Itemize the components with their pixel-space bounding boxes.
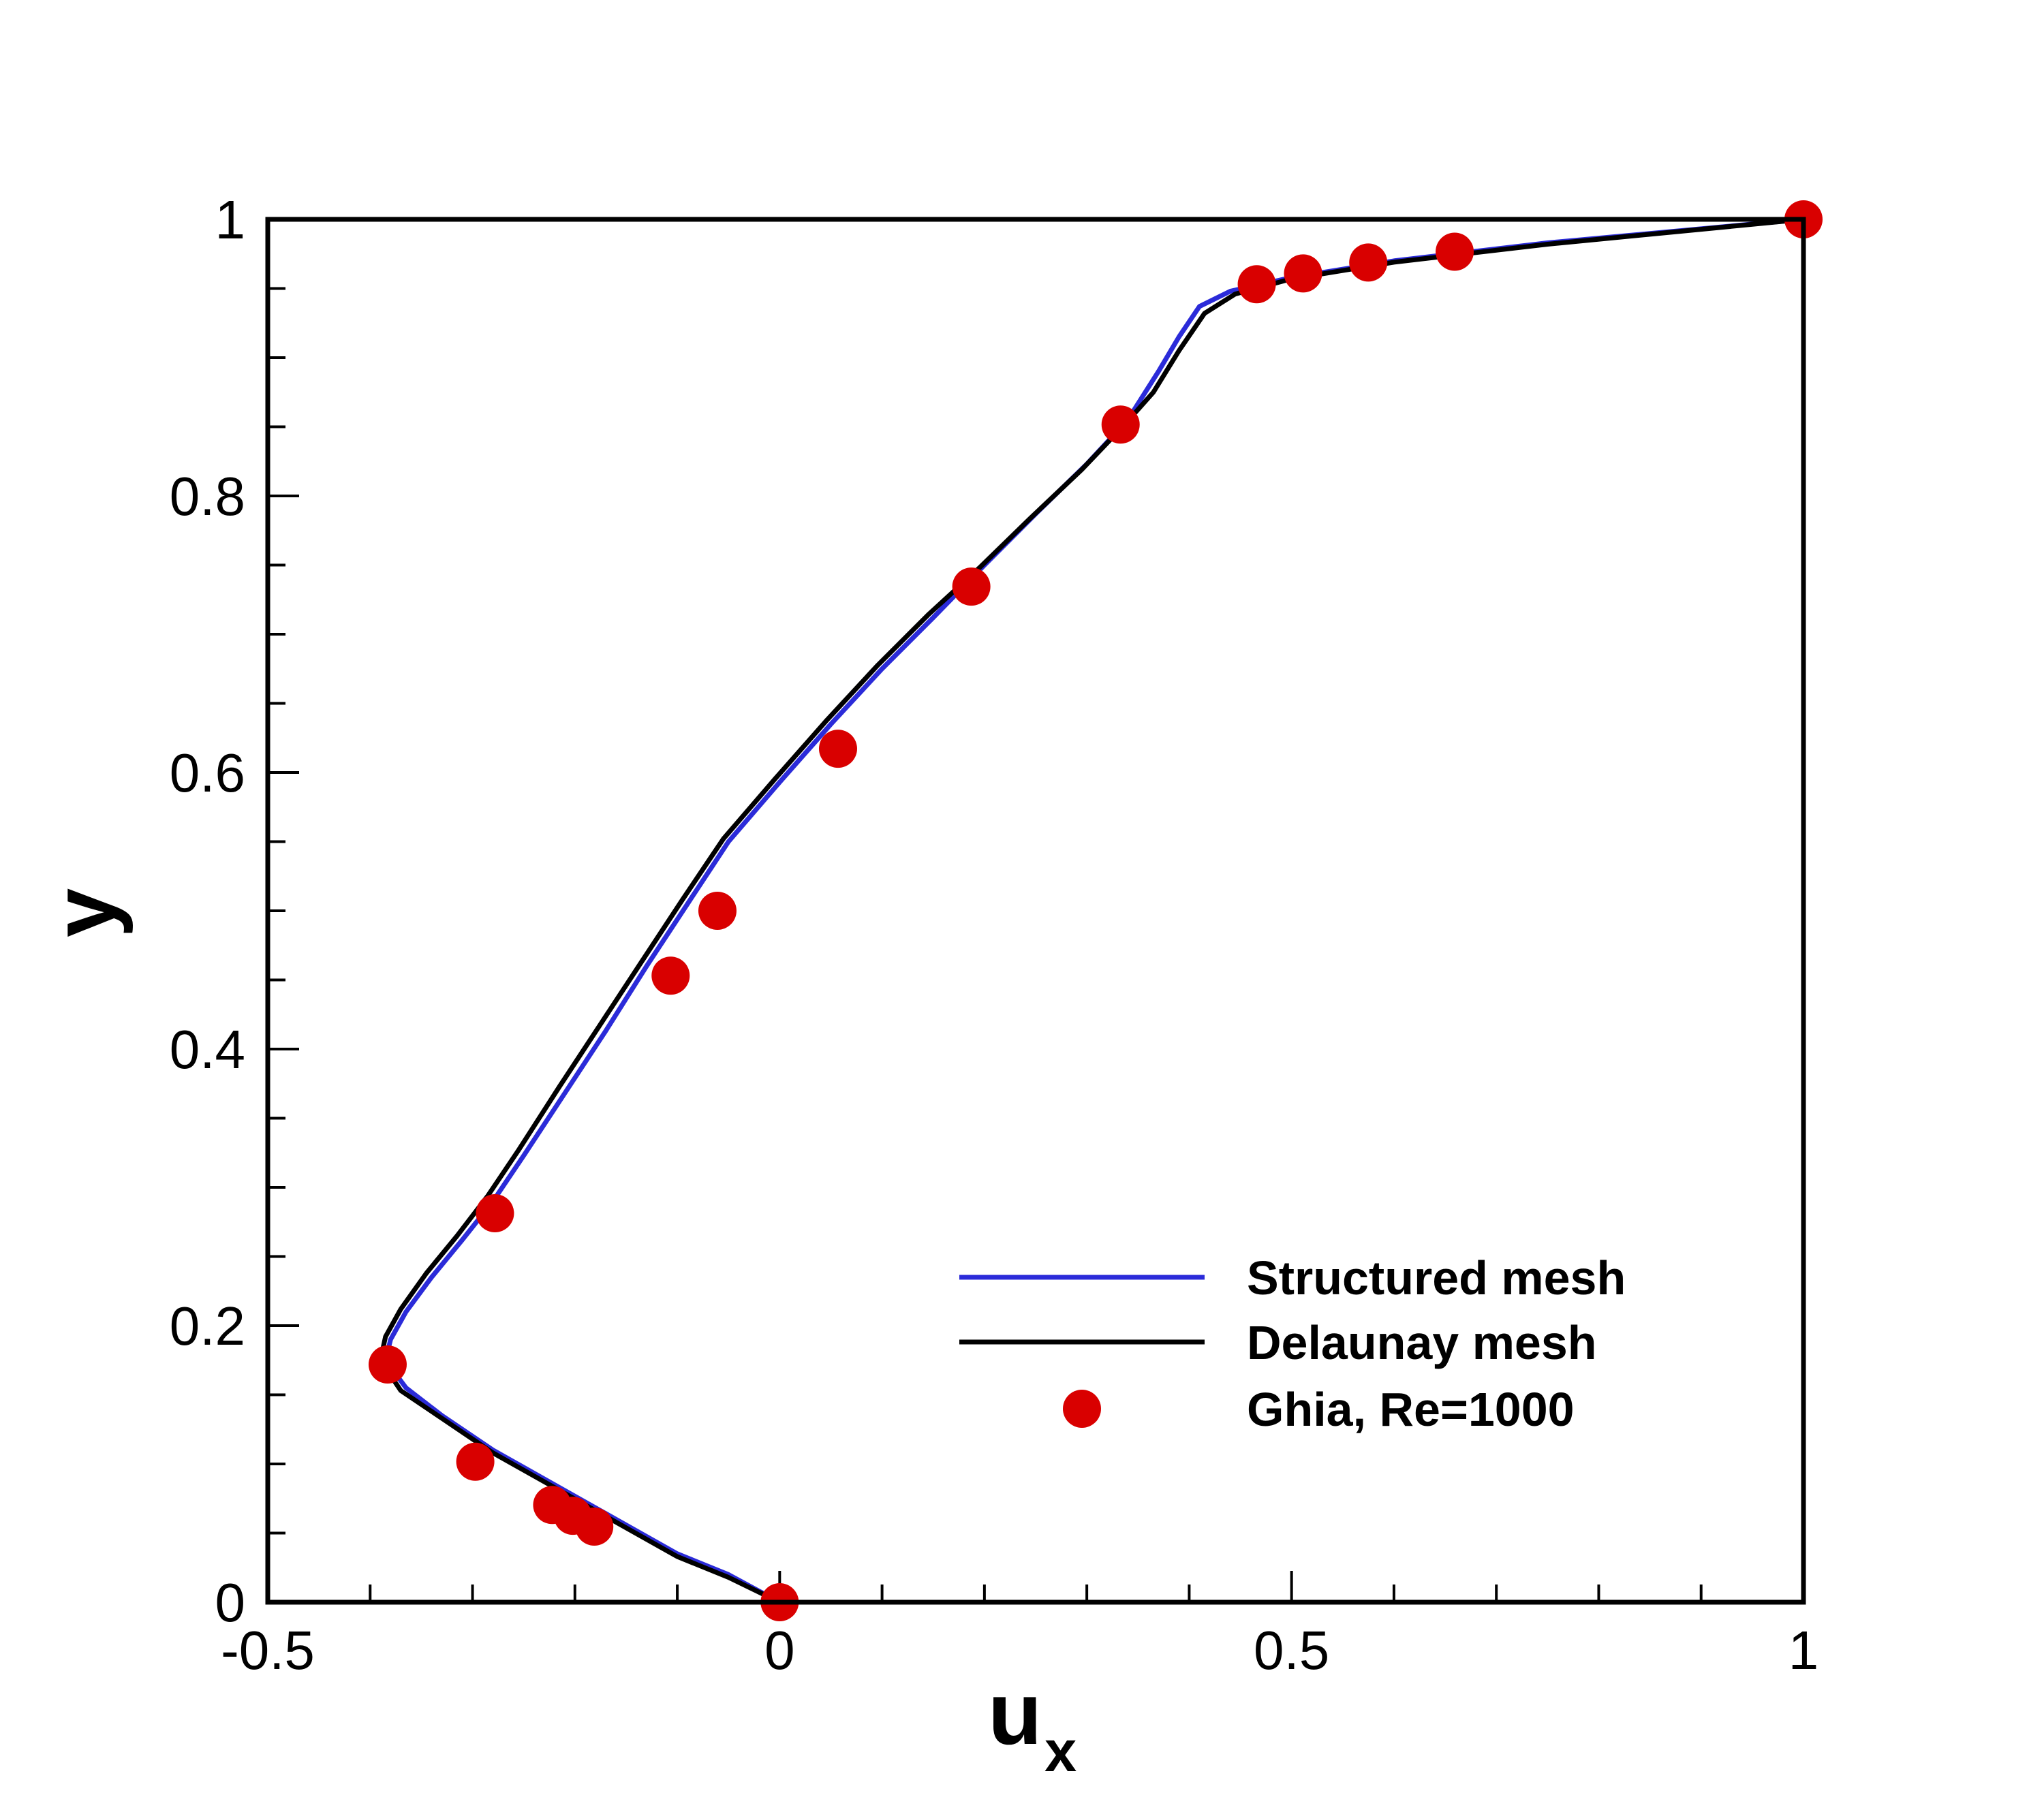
x-tick-label: 1 — [1788, 1620, 1819, 1681]
legend-label-structured: Structured mesh — [1247, 1251, 1626, 1305]
y-tick-label: 0 — [215, 1572, 246, 1633]
ghia-data-point — [651, 956, 690, 995]
y-tick-label: 0.8 — [170, 466, 245, 527]
tick-labels: -0.5 0 0.5 100.20.40.60.81 — [170, 189, 1818, 1681]
y-axis-label: y — [34, 888, 134, 937]
ghia-data-point — [1284, 254, 1322, 293]
series-group — [368, 200, 1823, 1621]
ghia-data-point — [952, 567, 991, 606]
x-tick-label: 0.5 — [1254, 1620, 1329, 1681]
ghia-data-point — [575, 1507, 614, 1546]
x-tick-label: 0 — [764, 1620, 795, 1681]
legend-label-ghia: Ghia, Re=1000 — [1247, 1383, 1575, 1436]
legend-label-delaunay: Delaunay mesh — [1247, 1316, 1597, 1369]
ghia-data-point — [818, 730, 857, 768]
legend: Structured mesh Delaunay mesh Ghia, Re=100… — [959, 1251, 1626, 1436]
y-tick-label: 1 — [215, 189, 246, 250]
ghia-data-point — [698, 892, 737, 930]
ghia-data-point — [1237, 265, 1276, 304]
x-axis-label-subscript: x — [1044, 1719, 1077, 1784]
plot-frame — [265, 217, 1806, 1605]
series-line-delaunay — [377, 217, 1804, 1605]
legend-swatch-ghia — [1063, 1390, 1101, 1428]
y-tick-label: 0.4 — [170, 1019, 245, 1080]
ghia-data-point — [1101, 405, 1140, 444]
ghia-data-point — [476, 1193, 514, 1232]
x-axis-label: u — [988, 1664, 1042, 1763]
ghia-data-point — [456, 1442, 495, 1481]
y-tick-label: 0.2 — [170, 1296, 245, 1356]
ghia-data-point — [1436, 232, 1474, 271]
x-tick-label: -0.5 — [221, 1620, 315, 1681]
ghia-data-point — [368, 1345, 407, 1384]
y-tick-label: 0.6 — [170, 743, 245, 803]
ghia-data-point — [1349, 243, 1388, 282]
